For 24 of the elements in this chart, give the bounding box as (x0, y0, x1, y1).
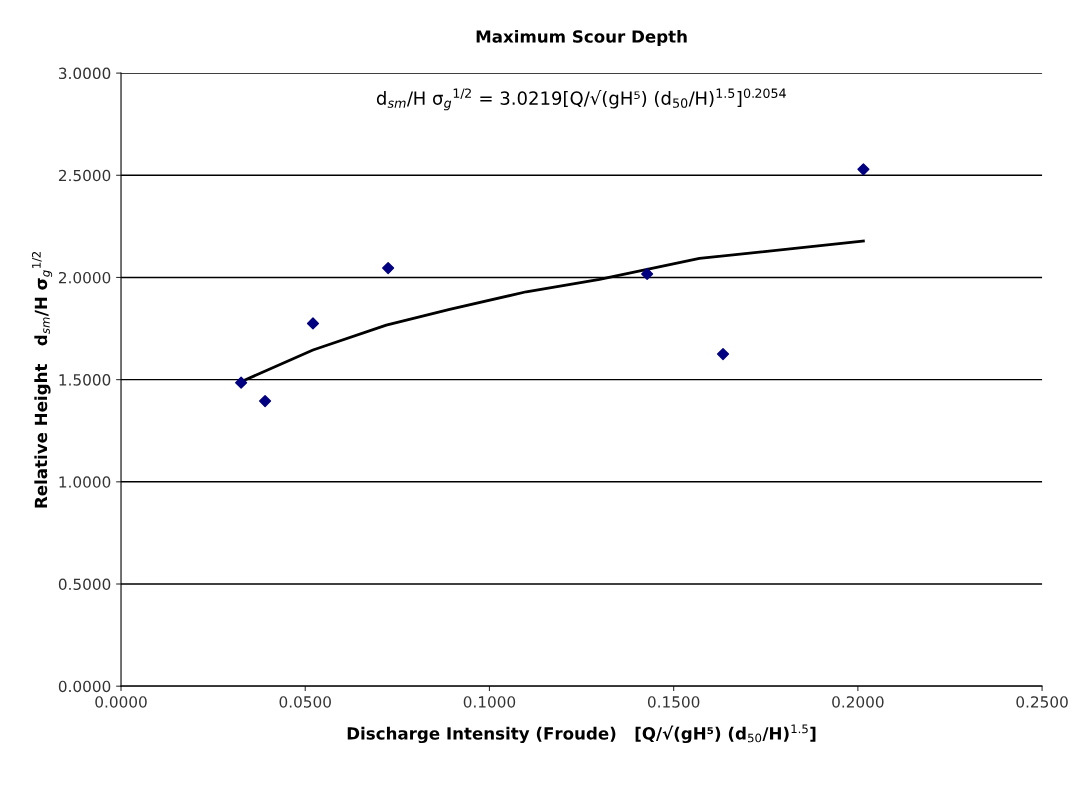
y-tick-label: 3.0000 (59, 67, 111, 80)
x-tick-label: 0.1500 (647, 696, 700, 708)
y-tick-label: 1.5000 (59, 374, 111, 386)
x-tick-label: 0.2000 (832, 696, 884, 708)
point (382, 261, 395, 275)
x-tick-label: 0.2500 (1016, 696, 1068, 708)
y-tick-label: 2.5000 (58, 169, 111, 182)
point (716, 348, 730, 361)
chart-title: Maximum Scour Depth (476, 29, 687, 47)
x-axis-title: Discharge Intensity (Froude) [Q/√(gH⁵) (d$_{50}$/H)$^{1.5}$] (347, 724, 816, 744)
y-axis-title: Relative Height d$_{sm}$/H σ$_{g}$$^{1/2}$ (31, 252, 53, 508)
point (235, 376, 248, 389)
x-tick-label: 0.1000 (463, 696, 516, 708)
x-tick-label: 0.0500 (279, 696, 331, 708)
point (259, 395, 272, 408)
point (306, 317, 320, 330)
point (857, 163, 870, 176)
y-tick-label: 2.0000 (58, 271, 111, 284)
y-tick-label: 0.5000 (58, 578, 111, 591)
y-tick-label: 0.0000 (58, 680, 111, 693)
point (641, 267, 654, 281)
x-tick-label: 0.0000 (95, 696, 147, 708)
text: d$_{sm}$/H σ$_{g}$$^{1/2}$ = 3.0219[Q/√(gH⁵) (d$_{50}$/H)$^{1.5}$]$^{0.2054}$ (376, 88, 786, 111)
y-tick-label: 1.0000 (59, 476, 111, 488)
